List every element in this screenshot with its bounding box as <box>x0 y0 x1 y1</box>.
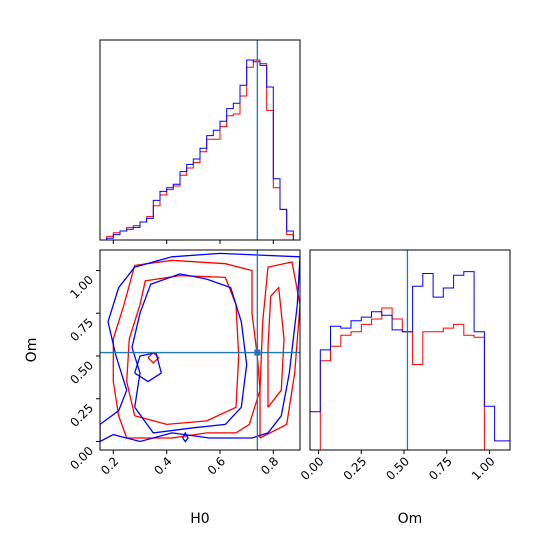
om-histogram-x-axis-label: Om <box>398 511 423 527</box>
truth-marker <box>254 349 261 356</box>
histogram-series-blue <box>100 59 300 241</box>
contour-line-red <box>147 351 160 364</box>
contour-line-red <box>259 261 300 439</box>
contour-line-blue <box>182 431 189 443</box>
h0-histogram-panel <box>99 39 301 244</box>
contour-y-axis-label: Om <box>24 338 40 363</box>
h0-histogram-ticks <box>112 240 274 244</box>
om-histogram-series <box>309 271 511 451</box>
h0-histogram-frame <box>99 39 301 241</box>
contour-series <box>100 252 300 443</box>
histogram-series-blue <box>309 271 511 450</box>
contour-line-blue <box>131 273 248 434</box>
contour-line-blue <box>134 351 163 383</box>
contour-x-axis-label: H0 <box>190 511 209 527</box>
contour-line-red <box>126 274 240 426</box>
contour-line-red <box>267 286 285 408</box>
h0-histogram-series <box>100 59 300 241</box>
contour-frame <box>99 249 301 451</box>
om-histogram-frame <box>309 249 511 451</box>
om-histogram-panel: 0.00 0.25 0.50 0.75 1.00 Om <box>298 249 511 527</box>
